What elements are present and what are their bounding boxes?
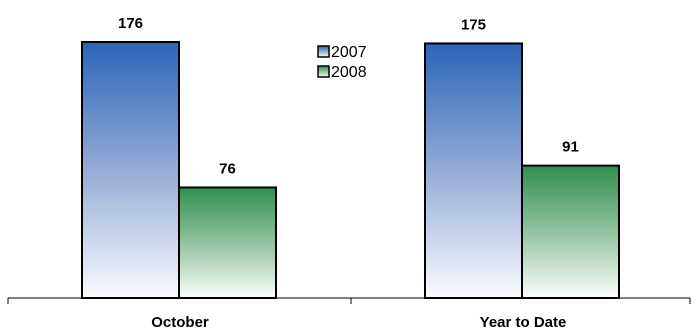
x-axis (7, 297, 691, 304)
legend: 2007 2008 (317, 44, 367, 81)
bar-year-to-date-2007 (424, 42, 523, 299)
legend-swatch-2008 (317, 65, 330, 78)
bar-labels-group: 176 76 175 91 (118, 15, 579, 177)
legend-label-2008: 2008 (331, 64, 367, 81)
bars-group (81, 41, 620, 299)
category-labels-group: October Year to Date (151, 314, 566, 331)
category-label-october: October (151, 314, 209, 331)
bar-october-2007 (81, 41, 180, 299)
category-label-year-to-date: Year to Date (480, 314, 567, 331)
legend-swatch-2007 (317, 45, 330, 58)
data-label-year-to-date-2007: 175 (461, 16, 486, 33)
bar-october-2008 (178, 186, 277, 299)
bar-year-to-date-2008 (521, 164, 620, 299)
data-label-october-2008: 76 (219, 160, 236, 177)
legend-label-2007: 2007 (331, 44, 367, 61)
data-label-year-to-date-2008: 91 (562, 139, 579, 156)
data-label-october-2007: 176 (118, 15, 143, 32)
